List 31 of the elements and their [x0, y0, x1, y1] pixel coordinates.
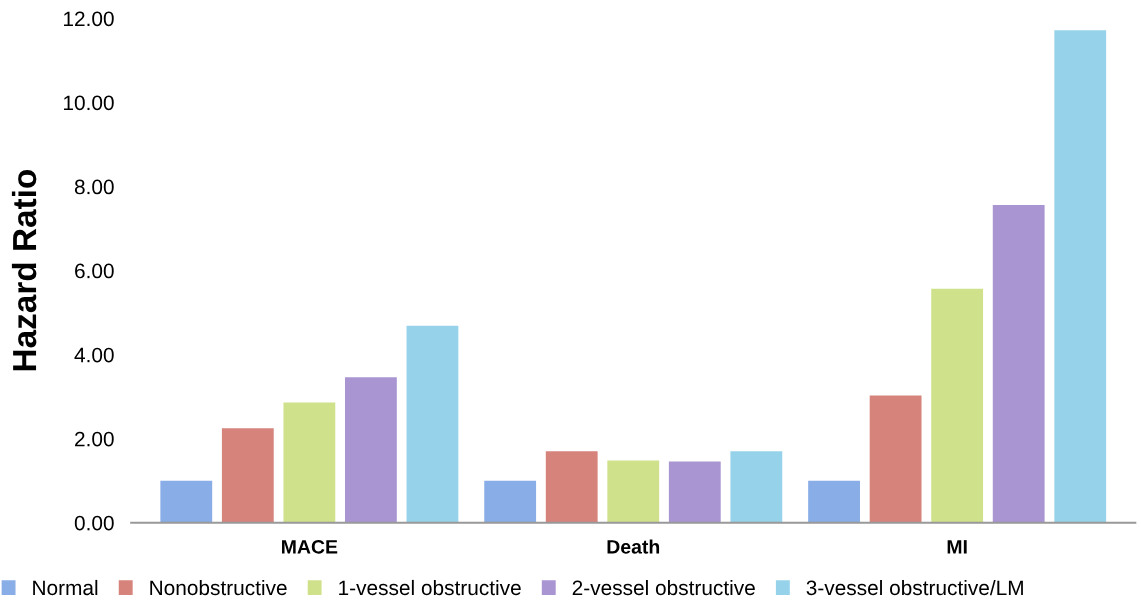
x-tick-label: MACE	[282, 539, 338, 554]
y-axis-title: Hazard Ratio	[11, 170, 37, 371]
y-tick-label: 10.00	[64, 95, 114, 111]
legend-label: 3-vessel obstructive/LM	[806, 579, 1023, 596]
x-tick-label: Death	[607, 539, 660, 554]
bar	[808, 480, 860, 523]
y-tick-label: 8.00	[74, 179, 114, 195]
y-tick-label: 12.00	[64, 11, 114, 27]
bar	[344, 377, 397, 523]
bar	[730, 451, 783, 523]
bar	[406, 325, 459, 523]
bar	[992, 205, 1045, 523]
bar	[607, 460, 660, 523]
legend-label: 2-vessel obstructive	[572, 579, 755, 596]
bar	[1054, 30, 1107, 523]
legend-label: Normal	[33, 579, 98, 596]
legend-label: 1-vessel obstructive	[339, 579, 521, 596]
bar	[160, 480, 213, 523]
bar	[484, 480, 537, 523]
bar	[545, 451, 598, 523]
y-tick-label: 6.00	[75, 263, 114, 279]
legend-label: Nonobstructive	[150, 579, 287, 596]
bar	[931, 288, 984, 523]
bar	[221, 428, 274, 523]
bar	[668, 461, 721, 523]
bar	[283, 402, 336, 523]
y-tick-label: 0.00	[74, 515, 114, 531]
bar	[869, 395, 922, 523]
x-tick-label: MI	[947, 540, 967, 554]
y-tick-label: 4.00	[74, 347, 114, 363]
y-tick-label: 2.00	[75, 431, 114, 447]
